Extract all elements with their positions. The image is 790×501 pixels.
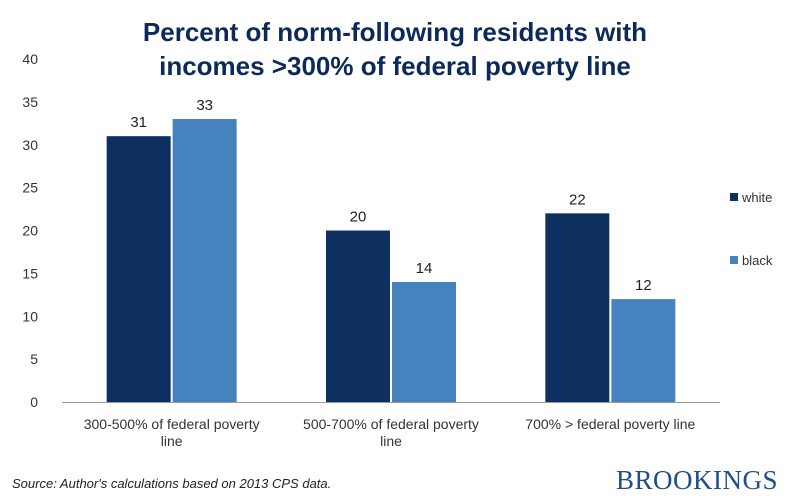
chart-title: Percent of norm-following residents with… <box>143 17 647 81</box>
y-axis: 0 5 10 15 20 25 30 35 40 <box>22 51 38 410</box>
y-tick-label: 15 <box>22 265 38 281</box>
x-category-label: 300-500% of federal poverty <box>84 416 260 432</box>
bar-black <box>611 299 676 402</box>
source-note: Source: Author's calculations based on 2… <box>12 476 332 491</box>
data-label-white: 22 <box>569 191 586 208</box>
y-tick-label: 20 <box>22 223 38 239</box>
legend-label-white: white <box>741 190 772 205</box>
data-label-black: 33 <box>196 97 213 114</box>
bar-white <box>326 230 390 402</box>
data-label-black: 12 <box>635 277 652 294</box>
legend-swatch-black <box>730 256 738 264</box>
chart-title-line: Percent of norm-following residents with <box>143 17 647 47</box>
legend-label-black: black <box>742 253 773 268</box>
chart-title-line: incomes >300% of federal poverty line <box>159 51 631 81</box>
bars <box>106 119 676 403</box>
x-category-label: 500-700% of federal poverty <box>303 416 479 432</box>
y-tick-label: 40 <box>22 51 38 67</box>
data-label-white: 20 <box>350 209 367 226</box>
y-tick-label: 30 <box>22 137 38 153</box>
data-label-white: 31 <box>130 114 147 131</box>
legend-swatch-white <box>730 193 738 201</box>
y-tick-label: 35 <box>22 94 38 110</box>
data-labels: 31 33 20 14 22 12 <box>130 97 651 294</box>
legend: white black <box>730 190 773 268</box>
y-tick-label: 25 <box>22 180 38 196</box>
x-category-label: line <box>161 433 183 449</box>
y-tick-label: 10 <box>22 308 38 324</box>
y-tick-label: 5 <box>30 351 38 367</box>
bar-black <box>172 119 237 403</box>
bar-black <box>392 281 456 402</box>
x-category-label: line <box>380 433 402 449</box>
brand-logo: BROOKINGS <box>615 465 778 495</box>
bar-white <box>106 136 171 403</box>
bar-white <box>545 213 610 402</box>
data-label-black: 14 <box>416 260 433 277</box>
x-category-label: 700% > federal poverty line <box>525 416 695 432</box>
y-tick-label: 0 <box>30 394 38 410</box>
x-axis: 300-500% of federal povertyline500-700% … <box>62 402 720 449</box>
